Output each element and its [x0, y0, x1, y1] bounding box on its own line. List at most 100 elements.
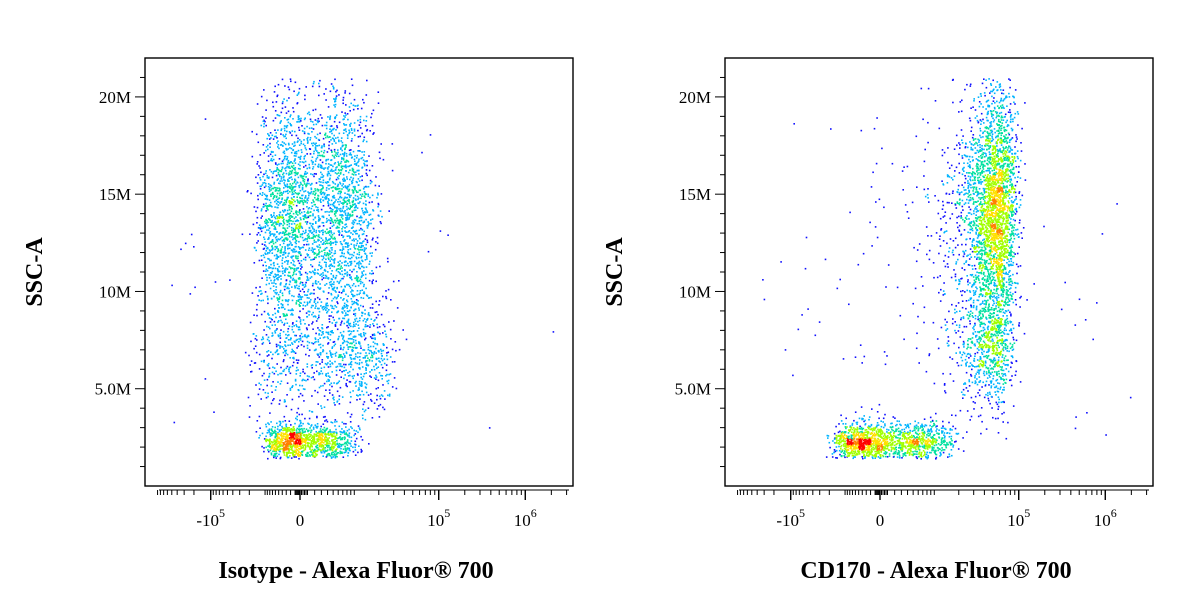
data-point: [284, 179, 286, 182]
data-point: [301, 379, 303, 382]
data-point: [359, 359, 361, 361]
data-point: [298, 115, 300, 118]
data-point: [271, 160, 274, 162]
data-point: [359, 428, 361, 431]
data-point: [286, 299, 288, 302]
data-point: [295, 439, 298, 442]
data-point: [340, 348, 342, 350]
data-point: [267, 160, 270, 163]
data-point: [313, 443, 315, 445]
data-point: [287, 300, 289, 303]
data-point: [290, 428, 292, 431]
data-point: [343, 202, 345, 205]
data-point: [344, 356, 346, 358]
data-point: [334, 169, 337, 171]
data-point: [349, 362, 352, 364]
data-point: [333, 442, 335, 444]
data-point: [316, 245, 318, 248]
data-point: [285, 200, 287, 203]
data-point: [274, 217, 277, 220]
data-point: [334, 353, 337, 355]
data-point: [350, 78, 353, 80]
data-point: [348, 198, 350, 201]
data-point: [286, 99, 288, 102]
data-point: [348, 189, 350, 192]
data-point: [278, 448, 281, 450]
data-point: [270, 185, 273, 187]
data-point: [323, 241, 325, 244]
data-point: [300, 140, 303, 143]
data-point: [272, 444, 274, 447]
data-point: [289, 389, 292, 391]
data-point: [361, 228, 364, 231]
data-point: [361, 271, 363, 273]
data-point: [293, 152, 296, 155]
data-point: [386, 257, 389, 260]
data-point: [297, 257, 299, 260]
data-point: [330, 159, 333, 161]
data-point: [350, 338, 352, 340]
data-point: [313, 349, 316, 352]
data-point: [347, 447, 350, 450]
data-point: [335, 98, 337, 100]
data-point: [361, 156, 364, 159]
data-point: [343, 115, 345, 117]
data-point: [350, 194, 352, 197]
data-point: [315, 173, 317, 175]
data-point: [291, 198, 293, 201]
data-point: [352, 390, 354, 392]
data-point: [337, 294, 340, 296]
data-point: [361, 281, 364, 284]
data-point: [295, 431, 298, 433]
data-point: [298, 443, 301, 445]
data-point: [345, 432, 347, 434]
data-point: [289, 372, 292, 375]
data-point: [295, 257, 297, 259]
data-point: [336, 440, 338, 442]
data-point: [339, 386, 342, 389]
data-point: [282, 370, 285, 373]
data-point: [314, 235, 316, 237]
data-point: [365, 200, 367, 202]
data-point: [331, 225, 334, 228]
data-point: [275, 199, 278, 201]
data-point: [280, 129, 282, 132]
data-point: [344, 227, 346, 229]
data-point: [346, 310, 349, 312]
data-point: [328, 172, 331, 175]
data-point: [319, 184, 321, 186]
data-point: [294, 450, 297, 453]
data-point: [297, 432, 300, 435]
data-point: [303, 139, 305, 141]
data-point: [282, 420, 284, 423]
data-point: [278, 276, 280, 278]
data-point: [348, 218, 350, 220]
data-point: [266, 205, 268, 207]
data-point: [272, 443, 275, 446]
data-point: [267, 257, 269, 260]
data-point: [325, 258, 327, 261]
data-point: [303, 244, 305, 246]
data-point: [260, 383, 262, 386]
data-point: [342, 277, 344, 280]
data-point: [257, 295, 259, 297]
data-point: [288, 200, 291, 202]
data-point: [358, 222, 360, 225]
data-point: [337, 271, 340, 273]
data-point: [332, 137, 335, 140]
data-point: [306, 167, 308, 170]
data-point: [307, 132, 309, 135]
data-point: [381, 366, 384, 369]
data-point: [345, 130, 347, 133]
data-point: [346, 193, 349, 195]
data-point: [327, 198, 330, 200]
data-point: [335, 434, 338, 436]
data-point: [294, 251, 296, 253]
data-point: [356, 240, 359, 242]
data-point: [346, 215, 348, 217]
data-point: [329, 264, 331, 266]
data-point: [287, 330, 289, 333]
data-point: [281, 236, 283, 238]
data-point: [362, 292, 365, 295]
data-point: [288, 162, 291, 165]
